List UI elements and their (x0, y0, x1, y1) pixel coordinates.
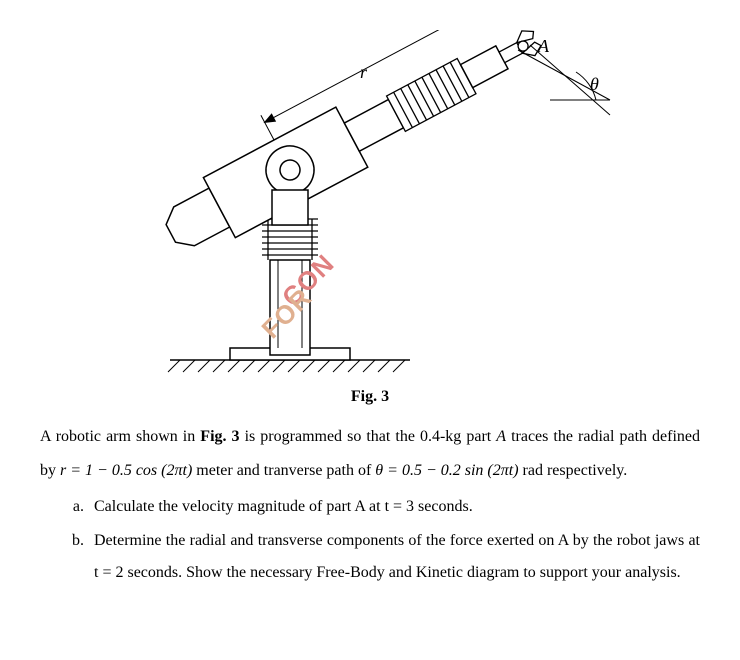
intro-post3: meter and tranverse path of (192, 462, 375, 479)
label-theta: θ (590, 74, 599, 94)
question-b: Determine the radial and transverse comp… (88, 525, 700, 589)
intro-pre: A robotic arm shown in (40, 428, 200, 445)
intro-post4: rad respectively. (519, 462, 628, 479)
label-r: r (360, 62, 368, 82)
figure-wrap: r θ (40, 30, 700, 380)
problem-statement: A robotic arm shown in Fig. 3 is program… (40, 420, 700, 487)
eq-theta: θ = 0.5 − 0.2 sin (2πt) (375, 462, 518, 479)
label-A: A (537, 36, 550, 56)
question-a: Calculate the velocity magnitude of part… (88, 491, 700, 523)
fig-ref: Fig. 3 (200, 428, 239, 445)
figure-caption: Fig. 3 (40, 388, 700, 406)
part-name: A (496, 428, 506, 445)
robot-arm-svg: r θ (110, 30, 630, 380)
question-list: Calculate the velocity magnitude of part… (40, 491, 700, 589)
figure: r θ (110, 30, 630, 380)
intro-post1: is programmed so that the 0.4-kg part (240, 428, 497, 445)
eq-r: r = 1 − 0.5 cos (2πt) (60, 462, 192, 479)
page: r θ (0, 0, 740, 660)
